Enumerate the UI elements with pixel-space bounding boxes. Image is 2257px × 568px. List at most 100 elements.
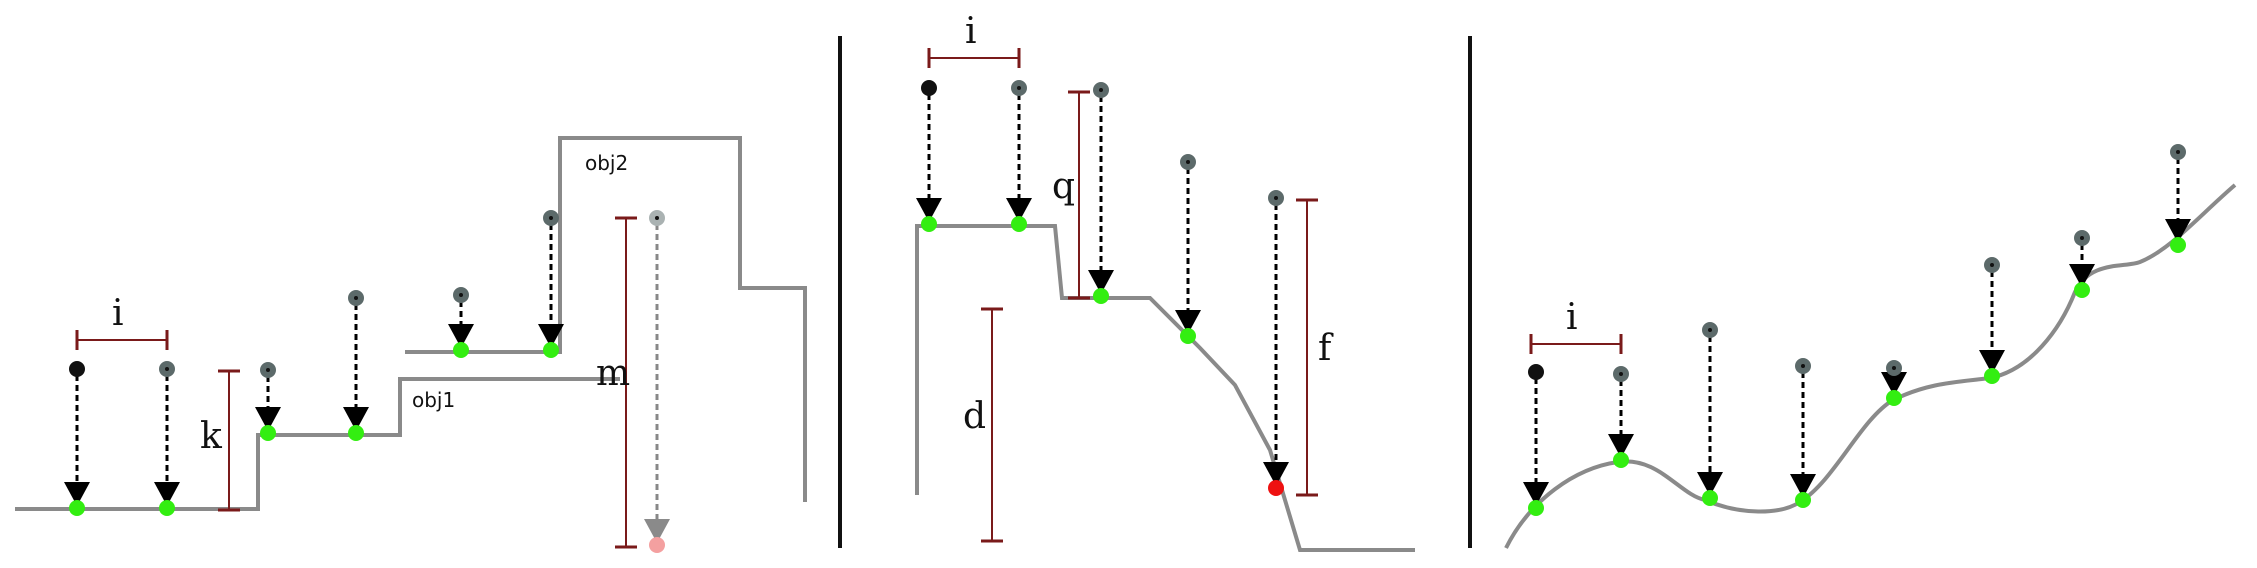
- ray-origin-center: [266, 368, 270, 372]
- ray-arrowhead: [1881, 372, 1907, 396]
- ray-miss-point: [649, 537, 665, 553]
- ray-hit-point: [543, 342, 559, 358]
- ray-arrowhead: [916, 198, 942, 222]
- ray-hit-point: [921, 216, 937, 232]
- ray: [538, 210, 564, 358]
- ray-origin-center: [1017, 86, 1021, 90]
- ray: [1697, 322, 1723, 506]
- ray-arrowhead: [1790, 474, 1816, 498]
- ray: [255, 362, 281, 441]
- label-i-panel3: i: [1566, 297, 1578, 338]
- ray-arrowhead: [1697, 472, 1723, 496]
- dimension-i-panel1: i: [75, 293, 169, 350]
- ray-arrowhead: [2165, 219, 2191, 243]
- ray: [1263, 190, 1289, 496]
- ray-origin-center: [1099, 88, 1103, 92]
- ray-arrowhead: [1175, 310, 1201, 334]
- ray-arrowhead: [343, 407, 369, 431]
- label-i-panel1: i: [112, 293, 124, 334]
- ray-arrowhead: [64, 482, 90, 506]
- ray-arrowhead: [154, 482, 180, 506]
- ray-origin-center: [1892, 366, 1896, 370]
- ray-origin-center: [655, 216, 659, 220]
- obj1-platform-line: [405, 340, 562, 354]
- dimension-m: m: [596, 216, 637, 549]
- ray-arrowhead: [1523, 482, 1549, 506]
- ray-hit-point: [348, 425, 364, 441]
- ray-arrowhead: [2069, 264, 2095, 288]
- ray-hit-point: [69, 500, 85, 516]
- ray: [343, 290, 369, 441]
- ray-hit-point: [1528, 500, 1544, 516]
- dimension-q: q: [1052, 90, 1090, 300]
- ray-hit-point: [1011, 216, 1027, 232]
- ray: [1175, 154, 1201, 344]
- ray-hit-point: [2074, 282, 2090, 298]
- label-k: k: [200, 416, 223, 457]
- panel-stair-step: i k m obj1 obj2: [15, 136, 807, 553]
- ray: [1979, 257, 2005, 384]
- ray-origin-center: [1619, 372, 1623, 376]
- ray: [644, 210, 670, 553]
- ray: [1881, 360, 1907, 406]
- ray-hit-point: [1093, 288, 1109, 304]
- label-f: f: [1318, 328, 1334, 369]
- rays-panel2: [916, 80, 1289, 496]
- label-d: d: [963, 396, 986, 437]
- panel-slope-descent: i q d f: [915, 11, 1415, 552]
- ray-hit-point: [453, 342, 469, 358]
- label-q: q: [1052, 166, 1075, 207]
- step-terrain-line: [15, 377, 620, 511]
- dimension-k: k: [200, 369, 240, 512]
- ray-origin-center: [1186, 160, 1190, 164]
- ray: [1088, 82, 1114, 304]
- ray-arrowhead: [1979, 350, 2005, 374]
- label-m: m: [596, 353, 630, 394]
- ray-hit-point: [1702, 490, 1718, 506]
- ray-arrowhead: [1263, 462, 1289, 486]
- ray-origin-center: [549, 216, 553, 220]
- ray-arrowhead: [644, 519, 670, 543]
- ray-origin-center: [165, 367, 169, 371]
- ray-miss-point: [1268, 480, 1284, 496]
- dimension-d: d: [963, 307, 1003, 543]
- ray-origin-start-dot: [921, 80, 937, 96]
- ray: [1006, 80, 1032, 232]
- ray: [448, 287, 474, 358]
- obj2-block-line: [558, 136, 807, 502]
- label-i-panel2: i: [965, 11, 977, 52]
- ray: [64, 361, 90, 516]
- slope-terrain-line: [915, 224, 1415, 552]
- rays-panel3: [1523, 144, 2191, 516]
- ray-origin-center: [1990, 263, 1994, 267]
- ray-origin-center: [2080, 236, 2084, 240]
- ray-hit-point: [1613, 452, 1629, 468]
- ray-origin-start-dot: [69, 361, 85, 377]
- ray: [154, 361, 180, 516]
- ray-arrowhead: [1088, 270, 1114, 294]
- ray: [1608, 366, 1634, 468]
- ray-hit-point: [260, 425, 276, 441]
- ray-origin-center: [1708, 328, 1712, 332]
- ray-origin-center: [1801, 364, 1805, 368]
- ray-arrowhead: [538, 324, 564, 348]
- ray: [1523, 364, 1549, 516]
- ray-origin-start-dot: [1528, 364, 1544, 380]
- dimension-i-panel2: i: [927, 11, 1021, 68]
- ray-origin-center: [354, 296, 358, 300]
- ray-origin-center: [459, 293, 463, 297]
- smooth-terrain-curve: [1504, 183, 2237, 549]
- rays-panel1: [64, 210, 670, 553]
- label-obj1: obj1: [412, 388, 455, 412]
- ray-arrowhead: [255, 407, 281, 431]
- dimension-i-panel3: i: [1529, 297, 1623, 354]
- ray-hit-point: [2170, 237, 2186, 253]
- ray-hit-point: [159, 500, 175, 516]
- ray-hit-point: [1795, 492, 1811, 508]
- ray-arrowhead: [1608, 434, 1634, 458]
- ray: [1790, 358, 1816, 508]
- ray-origin-center: [1274, 196, 1278, 200]
- ray-origin-center: [2176, 150, 2180, 154]
- ray-hit-point: [1180, 328, 1196, 344]
